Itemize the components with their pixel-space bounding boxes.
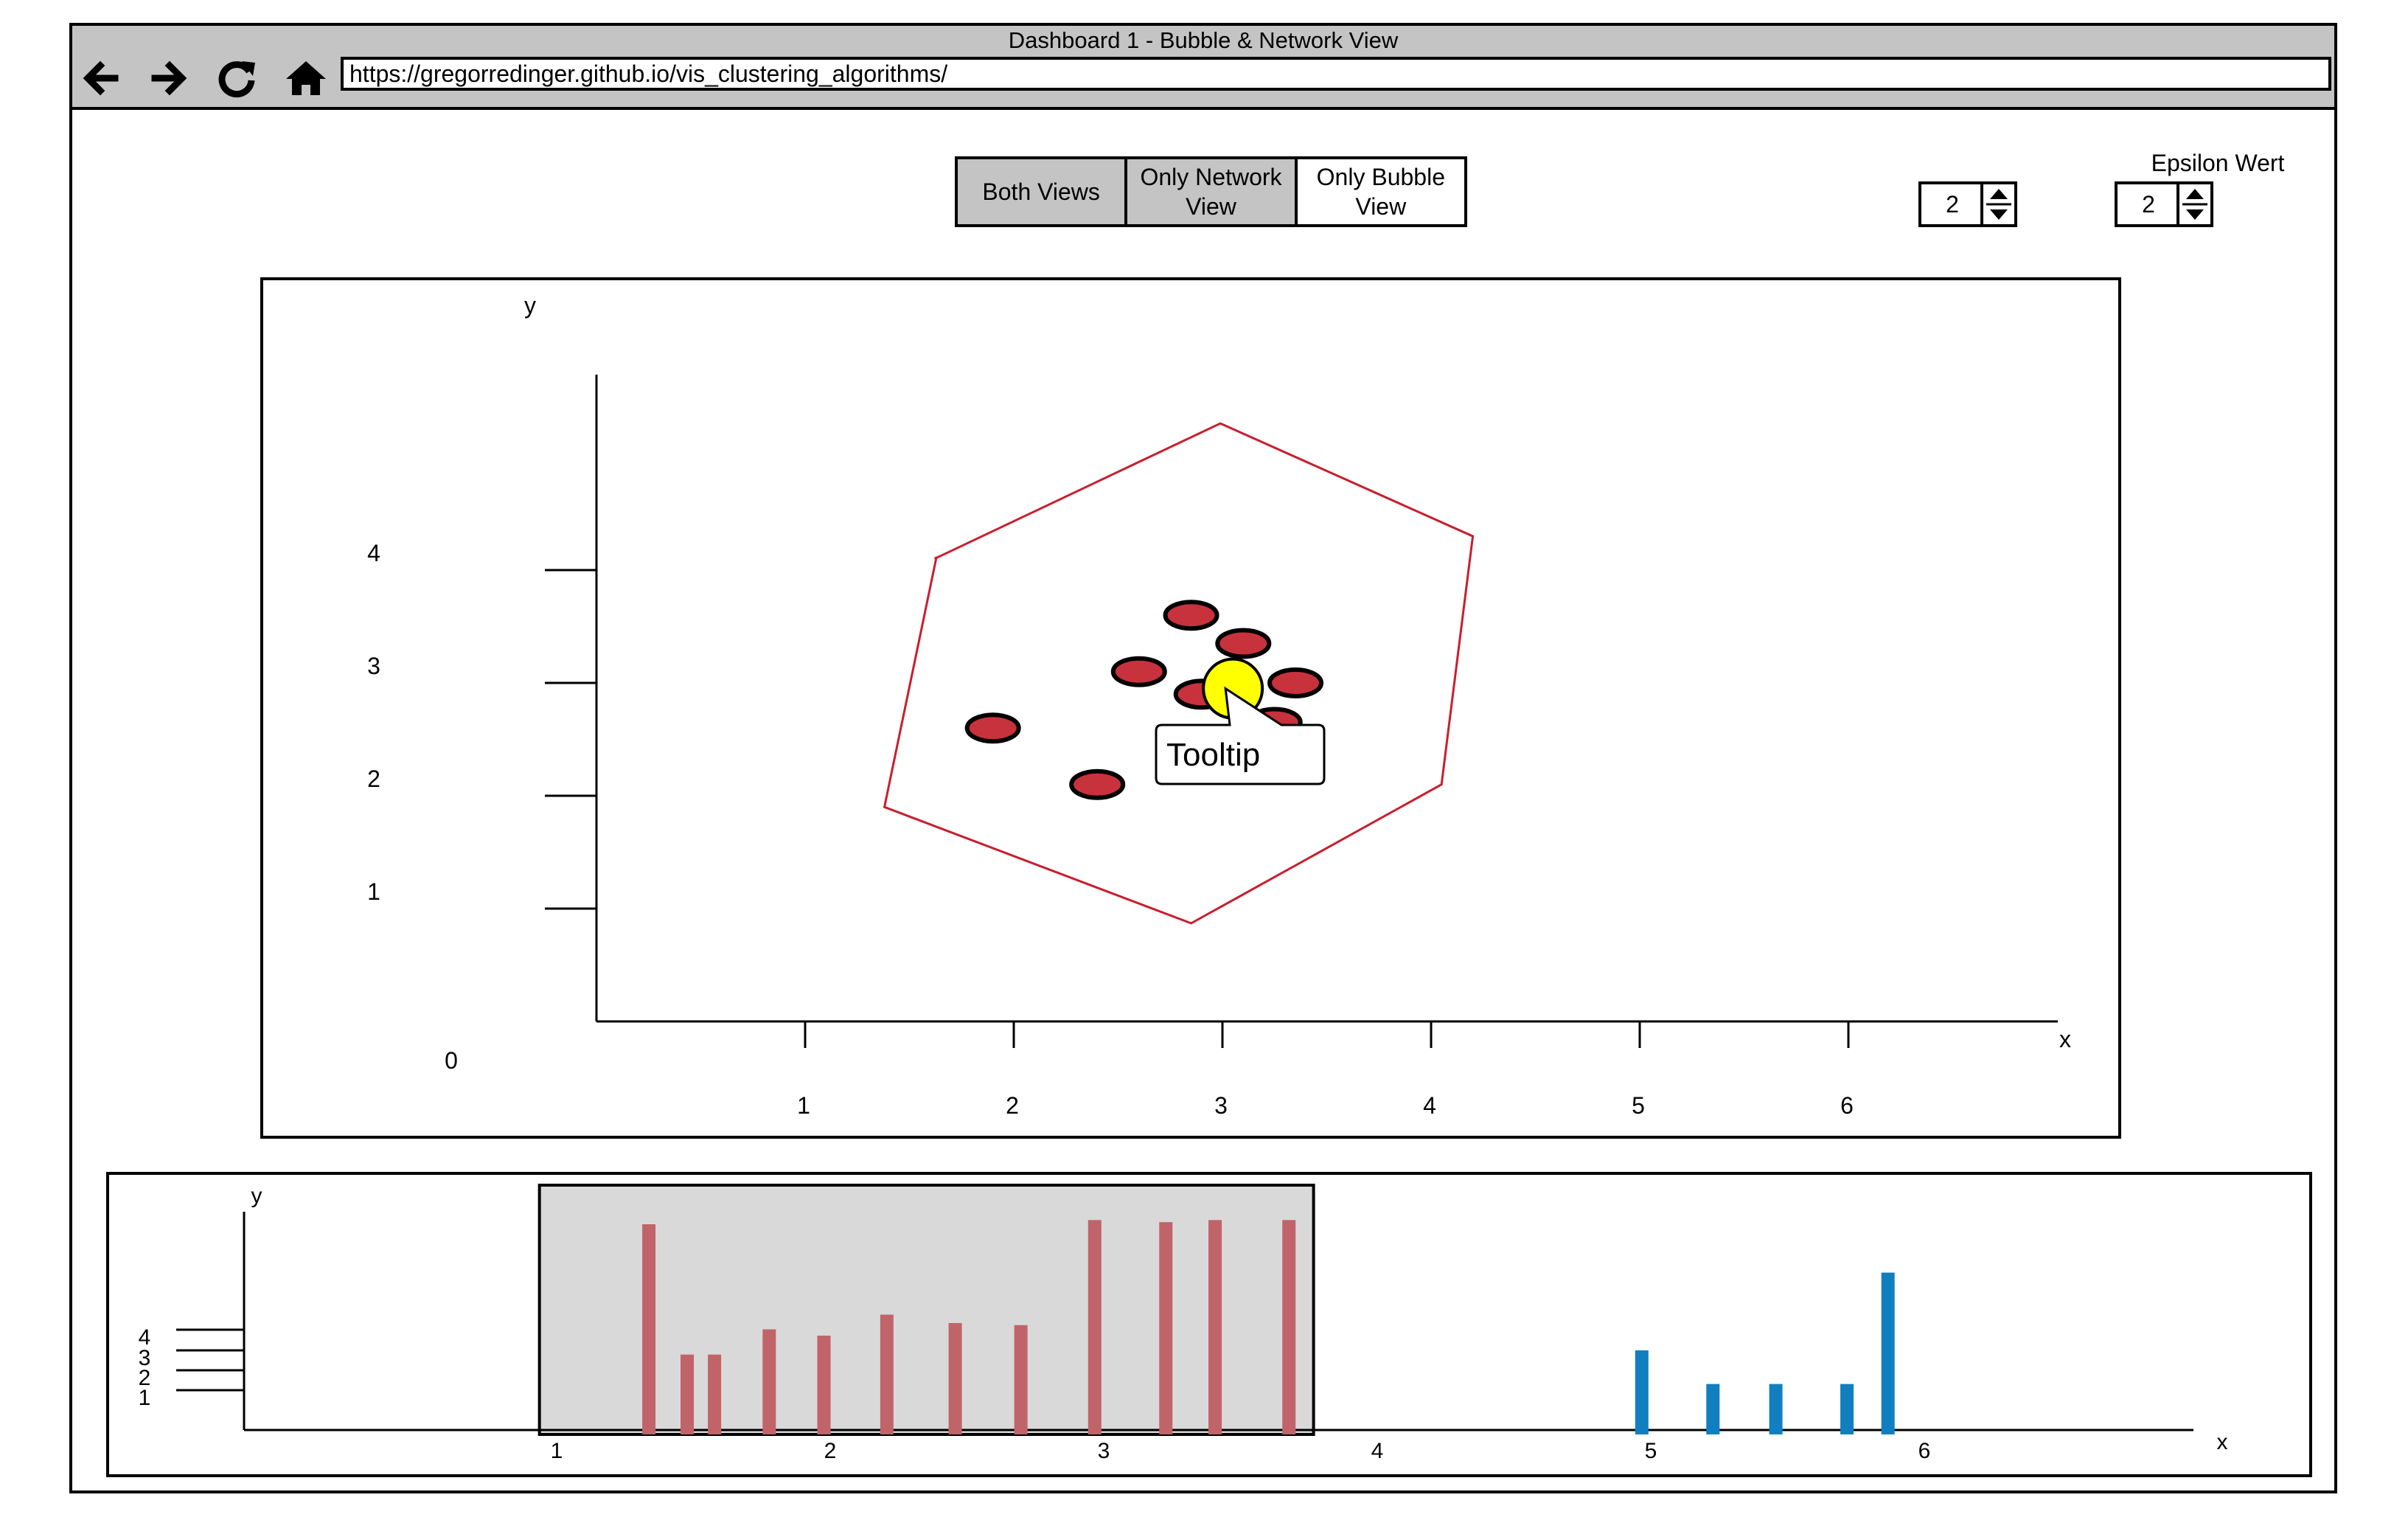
- back-arrow-icon[interactable]: [77, 54, 125, 103]
- x-tick-label: 2: [1006, 1092, 1019, 1119]
- bar-blue: [1840, 1384, 1854, 1434]
- bar-red: [1088, 1220, 1102, 1434]
- x-tick-label: 4: [1423, 1092, 1436, 1119]
- value-spinner[interactable]: 2: [1918, 181, 2017, 227]
- bar-red: [642, 1224, 656, 1434]
- epsilon-label: Epsilon Wert: [2151, 150, 2285, 176]
- reload-icon[interactable]: [212, 54, 261, 103]
- bar-red: [708, 1354, 722, 1434]
- bar-blue: [1769, 1384, 1783, 1434]
- tooltip-text: Tooltip: [1166, 737, 1260, 773]
- only-bubble-view-button[interactable]: Only Bubble View: [1297, 159, 1464, 224]
- y-tick-label: 1: [139, 1386, 151, 1410]
- y-tick-label: 2: [139, 1366, 151, 1390]
- bar-blue: [1881, 1272, 1895, 1434]
- data-point: [1267, 667, 1324, 698]
- spinner-value[interactable]: 2: [1946, 191, 1959, 218]
- data-point: [1110, 656, 1167, 687]
- bar-red: [1159, 1222, 1173, 1434]
- bar-red: [1282, 1220, 1296, 1434]
- x-tick-label: 1: [797, 1092, 810, 1119]
- bubble-chart: 1 2 3 4 5 6 1 2 3 4 0 x y Tooltip: [367, 292, 2071, 1119]
- only-network-view-button[interactable]: Only Network View: [1127, 159, 1298, 224]
- epsilon-arrows-icon[interactable]: [2176, 184, 2210, 224]
- x-tick-label: 6: [1840, 1092, 1854, 1119]
- x-tick-label: 1: [551, 1439, 563, 1463]
- bar-red: [817, 1336, 831, 1434]
- bar-red: [681, 1354, 695, 1434]
- bar-red: [880, 1314, 894, 1434]
- bar-red: [948, 1322, 962, 1434]
- x-axis-label: x: [2059, 1026, 2071, 1052]
- x-tick-label: 5: [1632, 1092, 1645, 1119]
- forward-arrow-icon[interactable]: [146, 54, 195, 103]
- epsilon-spinner[interactable]: 2: [2115, 181, 2213, 227]
- data-point: [964, 712, 1021, 744]
- view-toggle: Both Views Only Network View Only Bubble…: [955, 156, 1467, 227]
- x-tick-label: 4: [1371, 1439, 1384, 1463]
- x-tick-label: 5: [1645, 1439, 1657, 1463]
- y-tick-label: 1: [367, 878, 380, 905]
- bar-red: [1014, 1325, 1028, 1434]
- data-point: [1215, 628, 1272, 659]
- data-point: [1163, 600, 1219, 631]
- url-bar[interactable]: https://gregorredinger.github.io/vis_clu…: [341, 57, 2331, 91]
- origin-label: 0: [445, 1047, 458, 1074]
- bubble-view-panel: 1 2 3 4 5 6 1 2 3 4 0 x y Tooltip: [260, 277, 2121, 1139]
- x-tick-label: 2: [824, 1439, 837, 1463]
- both-views-button[interactable]: Both Views: [958, 159, 1128, 224]
- y-tick-label: 3: [139, 1346, 151, 1370]
- title-bar: Dashboard 1 - Bubble & Network View http…: [72, 26, 2334, 110]
- brush-selection: [537, 1184, 1315, 1436]
- window-title: Dashboard 1 - Bubble & Network View: [1008, 27, 1399, 53]
- bar-blue: [1635, 1350, 1649, 1434]
- x-tick-label: 3: [1098, 1439, 1110, 1463]
- x-tick-label: 6: [1918, 1439, 1931, 1463]
- tooltip-box: [1155, 686, 1326, 785]
- bar-red: [1208, 1220, 1222, 1434]
- epsilon-value[interactable]: 2: [2142, 191, 2155, 218]
- y-tick-label: 3: [367, 653, 380, 679]
- y-tick-label: 2: [367, 766, 380, 792]
- spinner-arrows-icon[interactable]: [1980, 184, 2014, 224]
- bar-red: [762, 1329, 776, 1434]
- home-icon[interactable]: [282, 54, 330, 103]
- browser-window: Dashboard 1 - Bubble & Network View http…: [69, 23, 2337, 1493]
- y-axis-label: y: [251, 1184, 262, 1208]
- cluster-hull: [883, 422, 1475, 925]
- x-tick-label: 3: [1214, 1092, 1228, 1119]
- bar-blue: [1706, 1384, 1720, 1434]
- data-point: [1069, 768, 1126, 800]
- y-axis-label: y: [524, 292, 536, 319]
- x-axis-label: x: [2217, 1430, 2228, 1454]
- y-tick-label: 4: [367, 540, 380, 566]
- y-tick-label: 4: [139, 1325, 151, 1350]
